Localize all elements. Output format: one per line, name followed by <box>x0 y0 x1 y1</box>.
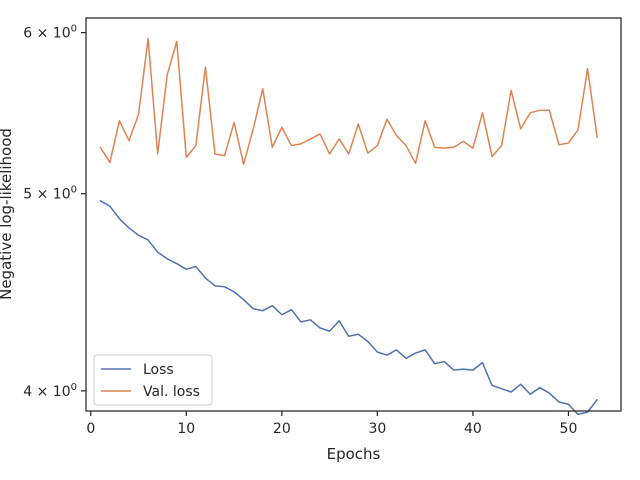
series-line-loss <box>99 200 598 416</box>
series-line-val-loss <box>99 37 598 165</box>
x-tick-label-50: 50 <box>560 421 578 437</box>
legend: Loss Val. loss <box>93 354 213 406</box>
x-tick-label-30: 30 <box>368 421 386 437</box>
legend-box <box>93 354 213 406</box>
y-tick-label-5: 5 × 100 <box>23 185 77 203</box>
y-axis-label: Negative log-likelihood <box>0 128 15 300</box>
plot-area <box>86 18 621 411</box>
legend-label-val-loss: Val. loss <box>143 384 200 400</box>
x-tick-label-0: 0 <box>86 421 95 437</box>
y-tick-label-4: 4 × 100 <box>23 382 77 400</box>
series-layer <box>99 37 598 416</box>
x-axis-label: Epochs <box>327 445 381 463</box>
y-axis: 4 × 100 5 × 100 6 × 100 <box>23 24 86 400</box>
x-tick-label-40: 40 <box>464 421 482 437</box>
plot-frame <box>85 17 622 412</box>
x-tick-label-20: 20 <box>273 421 291 437</box>
x-tick-label-10: 10 <box>177 421 195 437</box>
y-tick-label-6: 6 × 100 <box>23 24 77 42</box>
x-axis: 0 10 20 30 40 50 <box>86 411 577 437</box>
legend-label-loss: Loss <box>143 362 174 378</box>
